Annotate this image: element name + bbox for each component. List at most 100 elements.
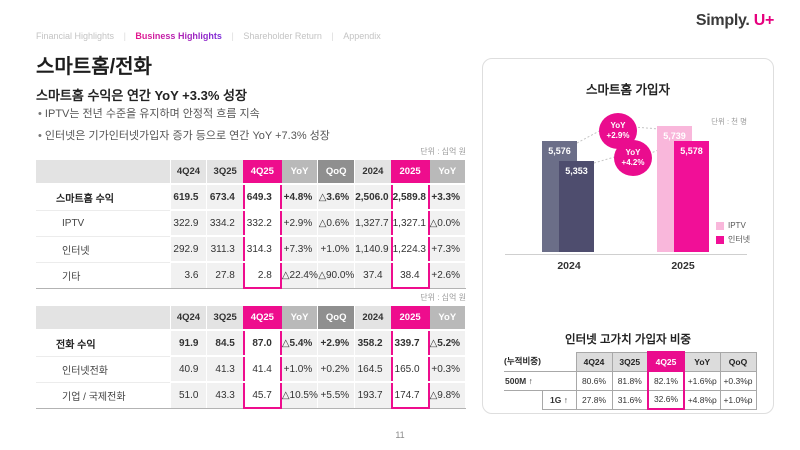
table-row: IPTV 322.9 334.2 332.2 +2.9% △0.6% 1,327.7 1,32… — [36, 210, 466, 237]
table-cell: +2.6% — [428, 262, 466, 289]
bar-value-label: 5,353 — [565, 166, 588, 176]
yoy-bubble-label: YoY — [610, 121, 626, 130]
legend-item-internet: 인터넷 — [716, 234, 750, 245]
bullet-list: IPTV는 전년 수준을 유지하며 안정적 흐름 지속 인터넷은 기가인터넷가입… — [38, 103, 330, 147]
table-cell: 292.9 — [170, 236, 208, 263]
table-cell: 38.4 — [390, 262, 430, 289]
yoy-bubble-value: +2.9% — [606, 131, 630, 140]
table-row: 인터넷 292.9 311.3 314.3 +7.3% +1.0% 1,140.9 1,224… — [36, 236, 466, 263]
row-label: IPTV — [36, 210, 171, 237]
row-label: 500M ↑ — [504, 370, 577, 391]
table-cell: +2.9% — [280, 210, 319, 237]
nav-business-highlights[interactable]: Business Highlights — [135, 31, 222, 41]
column-header: 4Q25 — [242, 160, 282, 185]
bar-value-label: 5,739 — [663, 131, 686, 141]
x-axis-label-2024: 2024 — [557, 260, 581, 272]
nav-financial-highlights[interactable]: Financial Highlights — [36, 31, 115, 41]
unit-note: 단위 : 십억 원 — [420, 147, 466, 156]
table-cell: 80.6% — [575, 370, 613, 391]
table-row: 전화 수익 91.9 84.5 87.0 △5.4% +2.9% 358.2 339.7 △5.… — [36, 330, 466, 357]
table-cell: △9.8% — [428, 382, 466, 409]
table-cell: 3.6 — [170, 262, 208, 289]
bullet-item: IPTV는 전년 수준을 유지하며 안정적 흐름 지속 — [38, 103, 330, 125]
nav-shareholder-return[interactable]: Shareholder Return — [243, 31, 322, 41]
row-label: 스마트홈 수익 — [36, 184, 171, 211]
table-cell: △22.4% — [280, 262, 319, 289]
x-axis-label-2025: 2025 — [671, 260, 695, 272]
nav-separator: | — [231, 31, 234, 41]
bar-value-label: 5,578 — [680, 146, 703, 156]
table-cell: △5.4% — [280, 330, 319, 357]
row-label: 1G ↑ — [541, 389, 577, 410]
empty-cell — [504, 389, 543, 409]
table-row: 인터넷전화 40.9 41.3 41.4 +1.0% +0.2% 164.5 165.0 +0.… — [36, 356, 466, 383]
yoy-bubble-label: YoY — [625, 148, 641, 157]
row-label-header — [36, 306, 171, 331]
table-cell: 27.8 — [206, 262, 245, 289]
column-header: 3Q25 — [611, 351, 649, 372]
table-header-row: 4Q24 3Q25 4Q25 YoY QoQ 2024 2025 YoY — [36, 306, 466, 331]
nav-appendix[interactable]: Appendix — [343, 31, 381, 41]
table-cell: +0.3%p — [719, 370, 757, 391]
table-row: 기타 3.6 27.8 2.8 △22.4% △90.0% 37.4 38.4 +2.6% — [36, 262, 466, 289]
table-cell: △5.2% — [428, 330, 466, 357]
column-header: 3Q25 — [206, 160, 245, 185]
table-cell: +4.8%p — [683, 389, 721, 410]
table-cell: 649.3 — [242, 184, 282, 211]
yoy-bubble-value: +4.2% — [621, 158, 645, 167]
table-cell: +1.0% — [280, 356, 319, 383]
table-cell: 2.8 — [242, 262, 282, 289]
high-value-table: (누적비중) 4Q24 3Q25 4Q25 YoY QoQ 500M ↑ 80.… — [504, 351, 757, 410]
table-cell: 673.4 — [206, 184, 245, 211]
row-label: 인터넷 — [36, 236, 171, 263]
yoy-bubble-internet: YoY +4.2% — [614, 140, 652, 176]
table-cell: 358.2 — [354, 330, 393, 357]
table-cell: +7.3% — [428, 236, 466, 263]
column-header: QoQ — [719, 351, 757, 372]
table-cell: 1,140.9 — [354, 236, 393, 263]
table-cell: +2.9% — [317, 330, 356, 357]
table-cell: 311.3 — [206, 236, 245, 263]
column-header: QoQ — [317, 306, 356, 331]
table-row: 1G ↑ 27.8% 31.6% 32.6% +4.8%p +1.0%p — [504, 389, 757, 410]
table-cell: 164.5 — [354, 356, 393, 383]
table-cell: 51.0 — [170, 382, 208, 409]
column-header: 4Q24 — [170, 160, 208, 185]
table-cell: △0.0% — [428, 210, 466, 237]
chart-title: 스마트홈 가입자 — [586, 83, 670, 97]
table-cell: +3.3% — [428, 184, 466, 211]
column-header: 2024 — [354, 306, 393, 331]
table-cell: △10.5% — [280, 382, 319, 409]
table-cell: 165.0 — [390, 356, 430, 383]
corner-header: (누적비중) — [504, 352, 577, 372]
table-cell: 41.3 — [206, 356, 245, 383]
table-cell: +4.8% — [280, 184, 319, 211]
nav-separator: | — [331, 31, 334, 41]
table-cell: 41.4 — [242, 356, 282, 383]
row-label: 인터넷전화 — [36, 356, 171, 383]
table-cell: 45.7 — [242, 382, 282, 409]
row-label-header — [36, 160, 171, 185]
right-panel-card: 스마트홈 가입자 단위 : 천 명 5,576 5,353 5,739 5,57… — [482, 58, 774, 414]
bullet-item: 인터넷은 기가인터넷가입자 증가 등으로 연간 YoY +7.3% 성장 — [38, 125, 330, 147]
table-cell: 332.2 — [242, 210, 282, 237]
page-number: 11 — [395, 430, 405, 440]
page-title: 스마트홈/전화 — [36, 56, 152, 78]
row-label: 기업 / 국제전화 — [36, 382, 171, 409]
column-header: QoQ — [317, 160, 356, 185]
subtitle: 스마트홈 수익은 연간 YoY +3.3% 성장 — [36, 88, 247, 103]
table-cell: 174.7 — [390, 382, 430, 409]
table-cell: 37.4 — [354, 262, 393, 289]
table-cell: 314.3 — [242, 236, 282, 263]
column-header: 4Q24 — [575, 351, 613, 372]
table-cell: 27.8% — [575, 389, 613, 410]
column-header-highlighted: 4Q25 — [647, 351, 685, 372]
table-cell: +1.0%p — [719, 389, 757, 410]
table-row: 기업 / 국제전화 51.0 43.3 45.7 △10.5% +5.5% 193.7 174… — [36, 382, 466, 409]
table-cell: +5.5% — [317, 382, 356, 409]
column-header: 4Q24 — [170, 306, 208, 331]
table-cell: 84.5 — [206, 330, 245, 357]
phone-revenue-block: 단위 : 십억 원 4Q24 3Q25 4Q25 YoY QoQ 2024 2025 YoY 전… — [36, 292, 466, 409]
table-cell: 1,327.7 — [354, 210, 393, 237]
